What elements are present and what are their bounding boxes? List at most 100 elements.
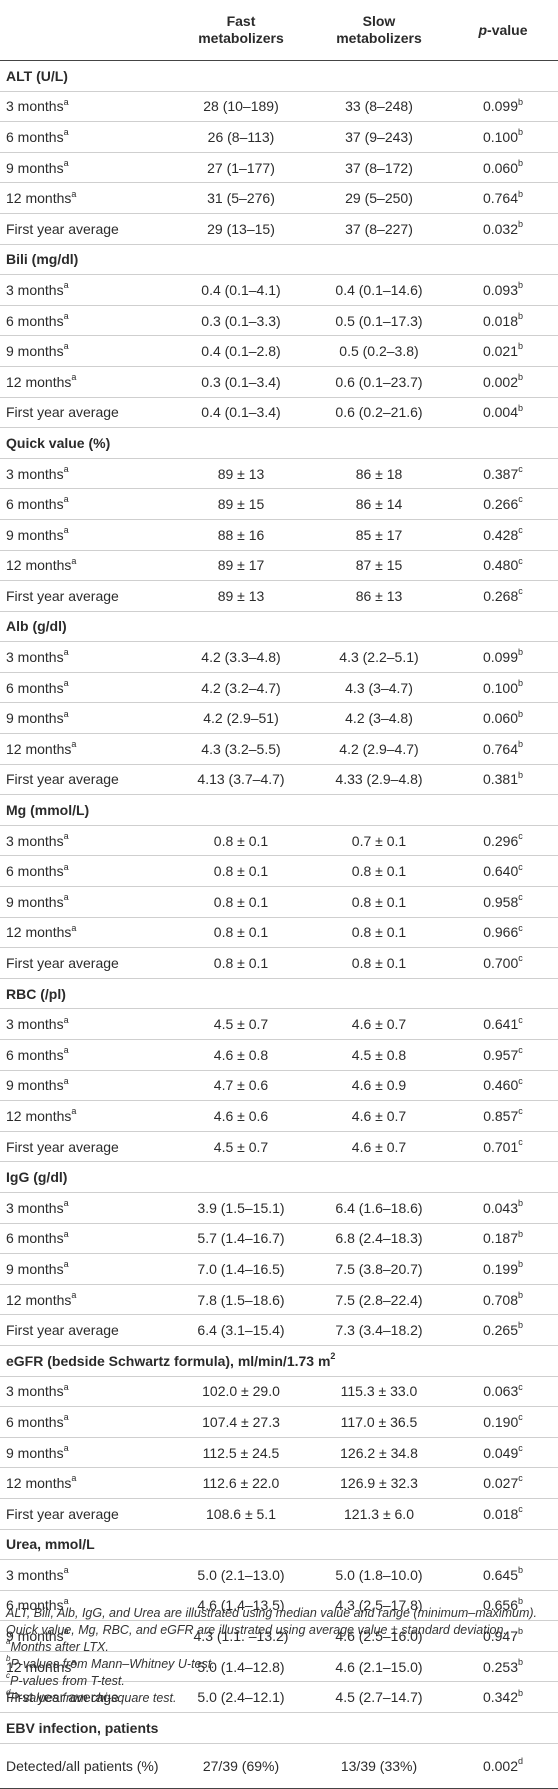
slow-value-cell: 0.4 (0.1–14.6) [310, 274, 448, 306]
row-label: 12 months [6, 1291, 72, 1308]
row-label-cell: 6 monthsa [0, 1406, 172, 1438]
slow-value-cell: 87 ± 15 [310, 550, 448, 582]
p-value-cell: 0.645b [448, 1559, 558, 1591]
row-label: 3 months [6, 1016, 64, 1033]
section-title: EBV infection, patients [6, 1719, 159, 1736]
header-fast-line1: Fast [226, 13, 256, 29]
p-value-superscript: c [518, 1473, 523, 1484]
section-header-row: eGFR (bedside Schwartz formula), ml/min/… [0, 1345, 558, 1377]
row-label-superscript: a [63, 861, 69, 872]
section-title-cell: RBC (/pl) [0, 978, 558, 1010]
slow-value-cell: 85 ± 17 [310, 519, 448, 551]
slow-value-cell: 4.6 (2.5–16.0) [310, 1620, 448, 1652]
footnote-c-marker: c [6, 1670, 10, 1680]
section-title-cell: Mg (mmol/L) [0, 794, 558, 826]
footnote-d-text: P-values from chi-square test. [10, 1691, 177, 1705]
p-value: 0.708 [482, 1291, 519, 1308]
table-row: 12 monthsa 4.6 ± 0.6 4.6 ± 0.7 0.857c [0, 1100, 558, 1132]
slow-value-cell: 0.6 (0.1–23.7) [310, 366, 448, 398]
row-label-superscript: a [71, 555, 77, 566]
slow-value-cell: 0.8 ± 0.1 [310, 947, 448, 979]
row-label: First year average [6, 955, 119, 972]
p-value-superscript: b [518, 96, 524, 107]
row-label-cell: 6 monthsa [0, 1223, 172, 1255]
slow-value-cell: 29 (5–250) [310, 182, 448, 214]
row-label: First year average [6, 771, 119, 788]
slow-value-cell: 126.2 ± 34.8 [310, 1437, 448, 1469]
p-value-superscript: c [518, 1075, 523, 1086]
p-value-cell: 0.187b [448, 1223, 558, 1255]
p-value-cell: 0.099b [448, 91, 558, 123]
header-p-italic: p [478, 21, 488, 38]
table-row: 6 monthsa 0.8 ± 0.1 0.8 ± 0.1 0.640c [0, 855, 558, 888]
section-title: Mg (mmol/L) [6, 802, 90, 819]
section-header-row: RBC (/pl) [0, 978, 558, 1010]
row-label: 9 months [6, 893, 64, 910]
slow-value-cell: 86 ± 18 [310, 458, 448, 490]
fast-value-cell: 4.7 ± 0.6 [172, 1070, 310, 1102]
row-label: 12 months [6, 1475, 72, 1492]
row-label-superscript: a [63, 647, 69, 658]
fast-value-cell: 108.6 ± 5.1 [172, 1498, 310, 1530]
row-label-superscript: a [63, 1259, 69, 1270]
fast-value-cell: 4.6 ± 0.6 [172, 1100, 310, 1132]
row-label: 12 months [6, 557, 72, 574]
table-row: 12 monthsa 89 ± 17 87 ± 15 0.480c [0, 550, 558, 582]
row-label: 6 months [6, 1413, 64, 1430]
fast-value-cell: 6.4 (3.1–15.4) [172, 1314, 310, 1346]
slow-value-cell: 4.5 ± 0.8 [310, 1039, 448, 1071]
section-title: IgG (g/dl) [6, 1169, 68, 1186]
table-row: First year average 4.13 (3.7–4.7) 4.33 (2.… [0, 764, 558, 796]
row-label-cell: 9 monthsa [0, 1070, 172, 1102]
p-value: 0.641 [483, 1016, 519, 1033]
row-label-superscript: a [63, 892, 69, 903]
row-label-cell: 9 monthsa [0, 1620, 172, 1652]
p-value: 0.253 [482, 1658, 519, 1675]
p-value-cell: 0.099b [448, 641, 558, 673]
row-label-superscript: a [63, 127, 69, 138]
slow-value-cell: 0.5 (0.2–3.8) [310, 335, 448, 367]
p-value-superscript: c [518, 953, 523, 964]
section-title-cell: Bili (mg/dl) [0, 244, 558, 276]
row-label: 12 months [6, 1658, 72, 1675]
row-label: 3 months [6, 281, 64, 298]
row-label-cell: 3 monthsa [0, 458, 172, 490]
row-label: 6 months [6, 1046, 64, 1063]
table-row: First year average 108.6 ± 5.1 121.3 ± 6.0… [0, 1498, 558, 1530]
p-value: 0.957 [483, 1046, 519, 1063]
row-label-cell: First year average [0, 213, 172, 245]
slow-value-cell: 7.3 (3.4–18.2) [310, 1314, 448, 1346]
slow-value-cell: 33 (8–248) [310, 91, 448, 123]
row-label-cell: 6 monthsa [0, 672, 172, 704]
p-value: 0.100 [482, 128, 519, 145]
p-value-superscript: b [518, 1289, 524, 1300]
p-value-cell: 0.381b [448, 764, 558, 796]
section-header-row: Mg (mmol/L) [0, 794, 558, 826]
p-value-cell: 0.253b [448, 1651, 558, 1683]
fast-value-cell: 27/39 (69%) [172, 1743, 310, 1789]
section-title-cell: Alb (g/dl) [0, 611, 558, 643]
section-title-superscript: 2 [330, 1351, 336, 1362]
row-label: 3 months [6, 832, 64, 849]
p-value: 0.063 [483, 1383, 519, 1400]
row-label-superscript: a [63, 341, 69, 352]
table-row: First year average 0.8 ± 0.1 0.8 ± 0.1 0.70… [0, 947, 558, 979]
table-row: 3 monthsa 3.9 (1.5–15.1) 6.4 (1.6–18.6) 0.0… [0, 1192, 558, 1224]
slow-value-cell: 4.2 (2.9–4.7) [310, 733, 448, 765]
row-label-cell: 9 monthsa [0, 152, 172, 184]
fast-value-cell: 4.13 (3.7–4.7) [172, 764, 310, 796]
p-value-superscript: c [518, 525, 523, 536]
p-value: 0.199 [482, 1260, 519, 1277]
section-header-row: IgG (g/dl) [0, 1161, 558, 1193]
p-value-cell: 0.708b [448, 1284, 558, 1316]
row-label-superscript: a [63, 1565, 69, 1576]
table-row: 12 monthsa 0.8 ± 0.1 0.8 ± 0.1 0.966c [0, 917, 558, 949]
fast-value-cell: 4.2 (2.9–51) [172, 702, 310, 735]
header-slow-line2: metabolizers [336, 30, 422, 46]
p-value-superscript: c [518, 830, 523, 841]
row-label-cell: First year average [0, 1131, 172, 1163]
table-row: 6 monthsa 4.6 (1.4–13.5) 4.3 (2.5–17.8) 0.6… [0, 1590, 558, 1622]
section-header-row: Quick value (%) [0, 427, 558, 459]
table-row: 12 monthsa 112.6 ± 22.0 126.9 ± 32.3 0.027c [0, 1467, 558, 1499]
fast-value-cell: 5.0 (2.1–13.0) [172, 1559, 310, 1591]
